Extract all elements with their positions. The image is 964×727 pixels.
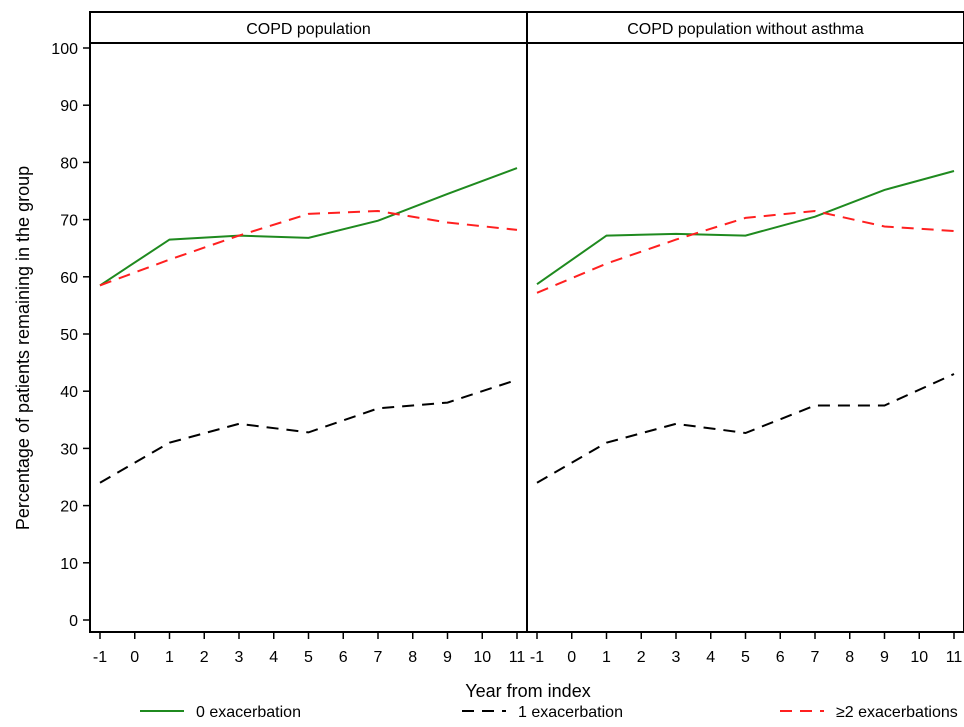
series-line xyxy=(99,378,518,484)
panel-frame xyxy=(526,11,964,633)
x-tick-label: 5 xyxy=(304,649,313,666)
x-tick-label: 3 xyxy=(672,649,681,666)
y-tick-label: 40 xyxy=(60,384,78,401)
x-tick-label: 8 xyxy=(408,649,417,666)
x-tick-label: 11 xyxy=(946,649,963,666)
y-tick-label: 80 xyxy=(60,155,78,172)
y-axis-title: Percentage of patients remaining in the … xyxy=(13,166,33,530)
x-tick-label: 11 xyxy=(509,649,526,666)
legend-label: 0 exacerbation xyxy=(196,704,301,721)
y-tick-label: 50 xyxy=(60,327,78,344)
series-line xyxy=(99,209,518,287)
x-tick-label: 0 xyxy=(567,649,576,666)
panel-frames xyxy=(89,11,964,633)
x-tick-label: 6 xyxy=(339,649,348,666)
series-line xyxy=(536,209,955,294)
x-tick-label: 4 xyxy=(706,649,715,666)
x-tick-label: -1 xyxy=(93,649,107,666)
legend-label: 1 exacerbation xyxy=(518,704,623,721)
legend-label: ≥2 exacerbations xyxy=(836,704,958,721)
x-tick-label: 3 xyxy=(235,649,244,666)
panel-frame xyxy=(89,11,528,633)
x-tick-label: 10 xyxy=(910,649,928,666)
x-tick-label: 6 xyxy=(776,649,785,666)
panel-title: COPD population xyxy=(246,21,371,38)
x-tick-label: 5 xyxy=(741,649,750,666)
series-line xyxy=(536,170,955,286)
x-tick-label: 0 xyxy=(130,649,139,666)
x-tick-label: 8 xyxy=(845,649,854,666)
y-tick-label: 10 xyxy=(60,556,78,573)
x-tick-label: 7 xyxy=(811,649,820,666)
x-tick-label: 2 xyxy=(637,649,646,666)
y-tick-label: 30 xyxy=(60,441,78,458)
series-layer xyxy=(99,167,955,484)
y-tick-label: 70 xyxy=(60,213,78,230)
x-tick-label: 1 xyxy=(165,649,174,666)
legend: 0 exacerbation 1 exacerbation ≥2 exacerbat… xyxy=(140,704,958,721)
y-tick-label: 60 xyxy=(60,270,78,287)
x-tick-label: 10 xyxy=(473,649,491,666)
y-tick-label: 90 xyxy=(60,98,78,115)
x-tick-label: 9 xyxy=(880,649,889,666)
panel-titles: COPD population COPD population without a… xyxy=(246,21,864,38)
series-line xyxy=(99,167,518,287)
x-tick-label: 9 xyxy=(443,649,452,666)
x-tick-label: 4 xyxy=(269,649,278,666)
panel-title: COPD population without asthma xyxy=(627,21,864,38)
series-line xyxy=(536,373,955,484)
x-axis-title: Year from index xyxy=(465,681,590,701)
y-tick-label: 0 xyxy=(69,613,78,630)
x-tick-label: 7 xyxy=(374,649,383,666)
y-axis: 0 10 20 30 40 50 60 70 80 90 100 xyxy=(51,41,90,630)
x-tick-label: -1 xyxy=(530,649,544,666)
y-tick-label: 100 xyxy=(51,41,78,58)
x-tick-label: 1 xyxy=(602,649,611,666)
x-tick-label: 2 xyxy=(200,649,209,666)
y-tick-label: 20 xyxy=(60,499,78,516)
x-axis: -1 0 1 2 3 4 5 6 7 8 9 10 11 -1 0 1 2 3 4 5 6 7 8 9 10 11 xyxy=(93,632,963,666)
